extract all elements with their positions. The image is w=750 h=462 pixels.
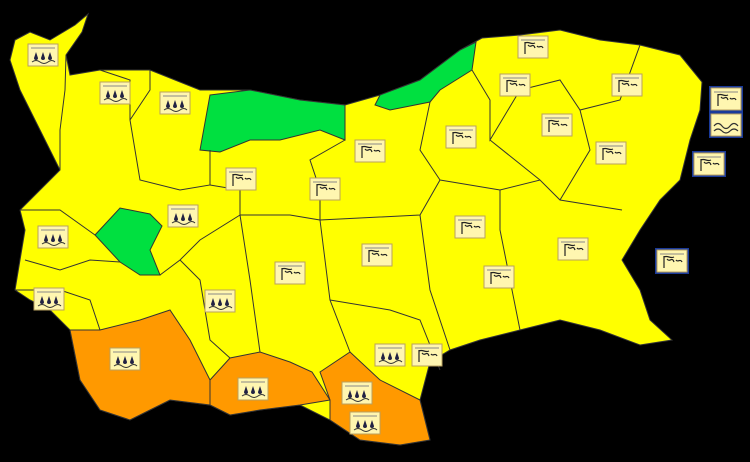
wind-icon — [541, 113, 573, 137]
wind-icon — [411, 343, 443, 367]
rain-icon — [349, 411, 381, 435]
wind-icon — [656, 249, 688, 273]
rain-icon — [37, 225, 69, 249]
wind-icon — [611, 73, 643, 97]
rain-icon — [27, 43, 59, 67]
wind-icon — [483, 265, 515, 289]
wind-icon — [361, 243, 393, 267]
rain-icon — [374, 343, 406, 367]
rain-icon — [159, 91, 191, 115]
wind-icon — [499, 73, 531, 97]
rain-icon — [99, 81, 131, 105]
green-region — [94, 207, 163, 276]
rain-icon — [237, 377, 269, 401]
wind-icon — [225, 167, 257, 191]
wind-icon — [710, 87, 742, 111]
orange-region — [319, 351, 431, 446]
green-region — [199, 89, 346, 153]
wind-icon — [309, 177, 341, 201]
wind-icon — [517, 35, 549, 59]
wind-icon — [595, 141, 627, 165]
rain-icon — [33, 287, 65, 311]
wind-icon — [274, 261, 306, 285]
wave-icon — [710, 113, 742, 137]
wind-icon — [693, 152, 725, 176]
green-region — [374, 41, 477, 111]
region-borders — [15, 44, 641, 371]
wind-icon — [454, 215, 486, 239]
rain-icon — [109, 347, 141, 371]
rain-icon — [341, 381, 373, 405]
wind-icon — [557, 237, 589, 261]
wind-icon — [354, 139, 386, 163]
rain-icon — [204, 289, 236, 313]
rain-icon — [167, 204, 199, 228]
sea-icons — [655, 86, 743, 274]
wind-icon — [445, 125, 477, 149]
